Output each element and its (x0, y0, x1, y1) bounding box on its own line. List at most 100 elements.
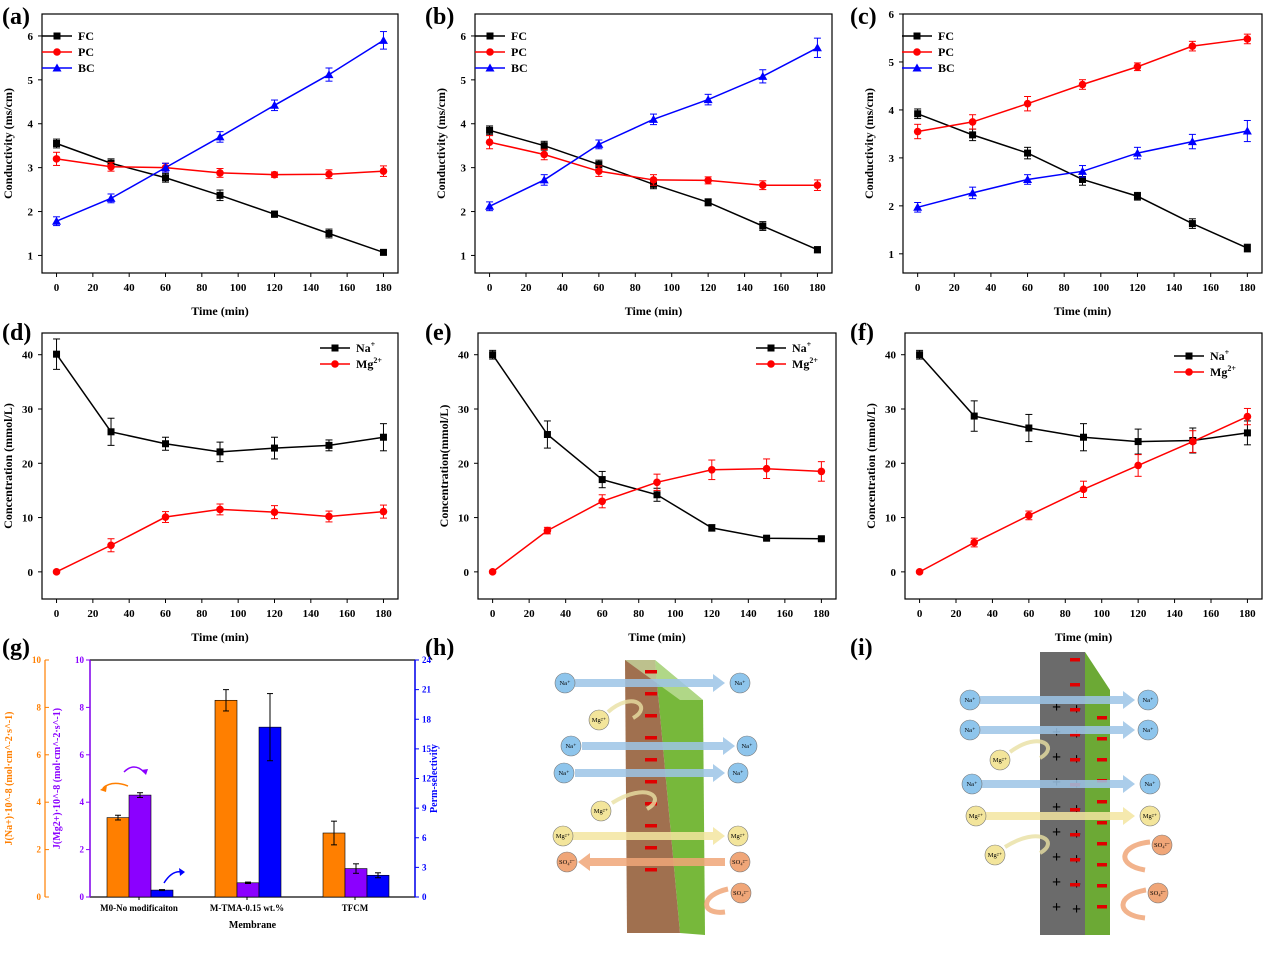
legend-entry-pc: PC (42, 45, 94, 59)
x-tick-label: 140 (736, 282, 753, 294)
x-tick-label: 20 (524, 608, 536, 620)
y-tick-label: 2 (461, 207, 467, 219)
data-point (543, 526, 552, 535)
data-point (1080, 433, 1087, 441)
series-na (489, 349, 825, 543)
legend-entry-na: Na+ (1174, 348, 1230, 363)
ion-ball (554, 672, 576, 694)
data-point (595, 161, 603, 169)
x-tick-label: 80 (633, 608, 645, 620)
negative-charge (1070, 658, 1080, 662)
data-point (1243, 35, 1252, 43)
legend-marker (53, 32, 61, 40)
chart-panel-b: 0 20 40 60 80 100 120 140 160 180 1 2 3 4 5 6 Time (min)… (434, 13, 833, 318)
ion-ball (1147, 882, 1169, 904)
negative-charge (1070, 883, 1080, 887)
ion-label: Mg²⁺ (594, 808, 609, 815)
bar-j-mg2 (128, 794, 152, 898)
ion-label: Na⁺ (558, 770, 570, 777)
category-label: M0-No modificaiton (100, 903, 178, 913)
ion: Na⁺ (1139, 773, 1161, 795)
negative-charge (645, 758, 657, 762)
x-tick-label: 140 (303, 282, 320, 294)
ion: Mg²⁺ (984, 844, 1006, 866)
x-tick-label: 20 (87, 608, 99, 620)
rejection-arrow (704, 886, 729, 915)
y-tick-label: 3 (461, 163, 467, 175)
ion-ball (588, 709, 610, 731)
schematic-panel-i: ++++++++++++++++++Na⁺Na⁺Na⁺Na⁺Mg²⁺Na⁺Na⁺… (959, 652, 1173, 935)
x-tick-label: 120 (1129, 282, 1146, 294)
data-point (216, 505, 224, 514)
series-line (489, 129, 818, 251)
series-bc (52, 31, 388, 227)
ion-label: Mg²⁺ (1143, 813, 1158, 820)
plot-frame (477, 332, 837, 600)
legend-label: PC (78, 45, 94, 59)
data-point (1188, 437, 1197, 446)
data-point (913, 127, 922, 136)
ion: Na⁺ (959, 719, 981, 741)
data-point (1134, 461, 1142, 470)
ion: Na⁺ (729, 672, 751, 694)
data-point (916, 351, 924, 359)
negative-charge (645, 692, 657, 696)
data-point (968, 188, 978, 197)
y-tick-label: 6 (28, 31, 34, 43)
data-point (1025, 424, 1033, 432)
data-point (216, 169, 224, 177)
legend-entry-mg2: Mg2+ (1174, 364, 1236, 379)
ion-ball (959, 689, 981, 711)
data-point (489, 351, 497, 359)
rejection-arrow (1120, 887, 1147, 921)
legend-entry-bc: BC (42, 61, 95, 75)
series-bc (913, 119, 1252, 213)
positive-charge: + (1072, 901, 1081, 918)
x-tick-label: 20 (951, 608, 963, 620)
category-label: M-TMA-0.15 wt.% (210, 903, 284, 913)
legend-marker (767, 344, 775, 352)
arrow-head (100, 785, 107, 792)
rejection-arrow (1122, 839, 1151, 873)
negative-charge (1097, 800, 1107, 804)
x-tick-label: 60 (1023, 608, 1035, 620)
data-point (162, 440, 170, 448)
series-line (55, 353, 384, 453)
data-point (485, 201, 495, 210)
data-point (1079, 485, 1088, 494)
y-tick-label: 20 (458, 458, 470, 470)
data-point (1023, 99, 1032, 108)
y-tick-label: 0 (891, 567, 897, 579)
middle-tick-label: 8 (80, 702, 85, 712)
right-tick-label: 24 (422, 655, 432, 665)
y-tick-label: 1 (889, 249, 895, 261)
data-point (1024, 149, 1032, 157)
x-tick-label: 100 (230, 608, 247, 620)
data-point (106, 193, 116, 202)
ion: Mg²⁺ (552, 825, 574, 847)
negative-charge (645, 714, 657, 718)
negative-charge (1097, 758, 1107, 762)
left-tick-label: 8 (37, 702, 42, 712)
y-tick-label: 3 (889, 153, 895, 165)
data-point (970, 412, 978, 420)
data-point (379, 433, 387, 441)
ion-label: Na⁺ (1142, 727, 1154, 734)
x-tick-label: 60 (1022, 282, 1034, 294)
series-fc (53, 138, 387, 256)
ion-label: Na⁺ (966, 781, 978, 788)
ion-ball (1137, 689, 1159, 711)
left-tick-label: 10 (32, 655, 42, 665)
ion-label: Na⁺ (1144, 781, 1156, 788)
ion: Mg²⁺ (989, 749, 1011, 771)
data-point (379, 248, 387, 256)
ion: Mg²⁺ (590, 800, 612, 822)
positive-charge: + (1052, 799, 1061, 816)
x-tick-label: 160 (1202, 282, 1219, 294)
ion-ball (560, 735, 582, 757)
y-axis-title: Concentration (mmol/L) (864, 403, 878, 529)
legend-marker (331, 344, 339, 352)
x-tick-label: 20 (949, 282, 961, 294)
data-point (215, 132, 225, 141)
